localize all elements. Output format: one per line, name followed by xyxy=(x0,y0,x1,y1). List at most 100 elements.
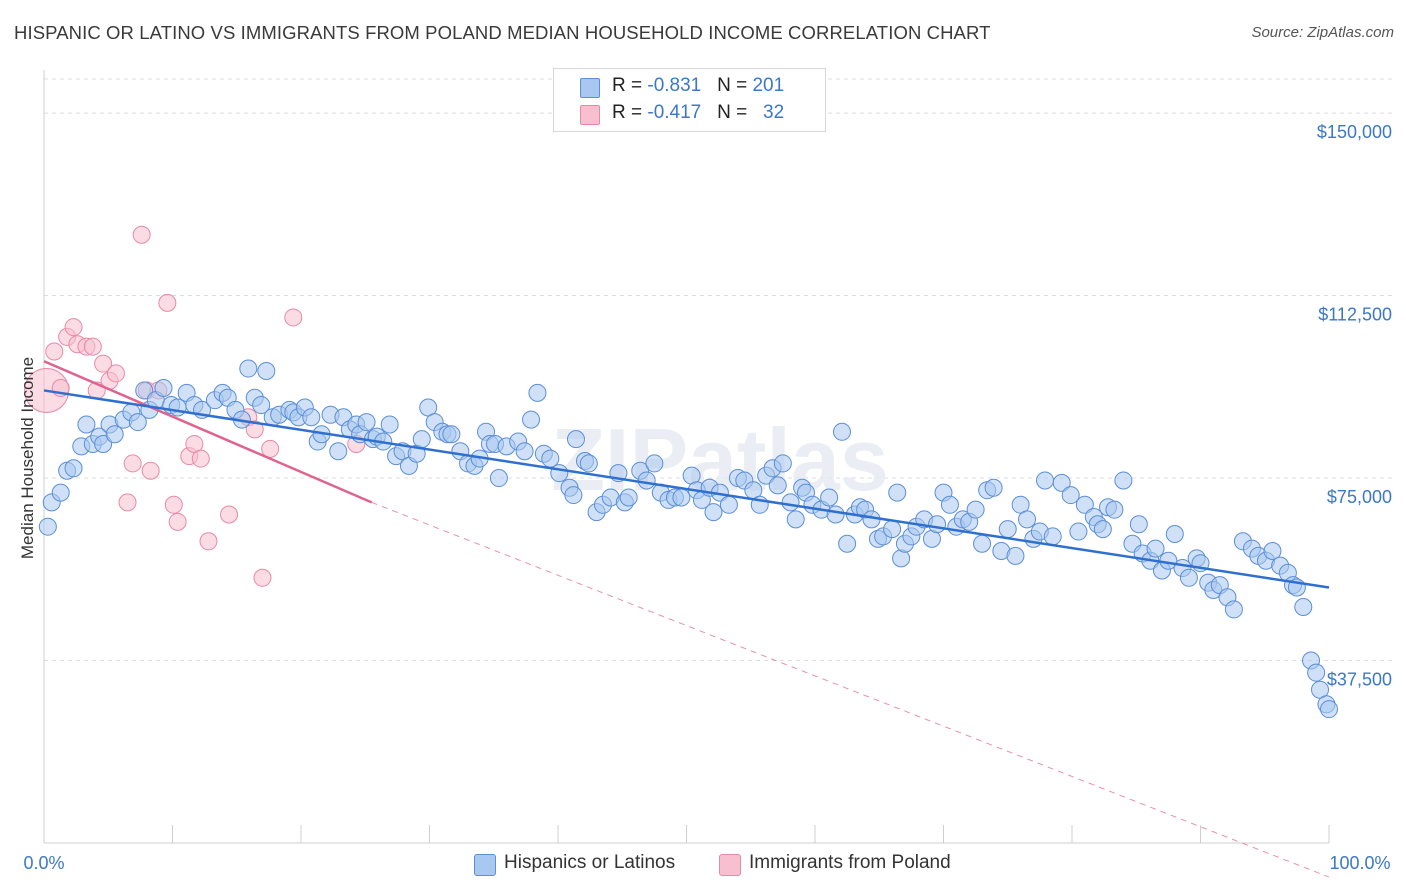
hispanic-point xyxy=(832,422,851,441)
y-tick-label: $150,000 xyxy=(1317,122,1392,142)
hispanic-point xyxy=(51,483,70,502)
hispanic-trend-line xyxy=(43,389,1330,589)
chart-title: HISPANIC OR LATINO VS IMMIGRANTS FROM PO… xyxy=(14,22,991,43)
legend-swatch-blue xyxy=(580,78,600,98)
hispanic-point xyxy=(786,510,805,529)
r-value: -0.417 xyxy=(647,102,702,123)
legend-text-hispanics: R = -0.831 N = 201 xyxy=(612,75,784,97)
poland-point xyxy=(158,293,177,312)
hispanic-point xyxy=(719,495,738,514)
poland-point xyxy=(123,454,142,473)
axes xyxy=(43,70,1330,844)
hispanic-point xyxy=(1263,542,1282,561)
y-tick-label: $112,500 xyxy=(1318,305,1392,325)
hispanic-point xyxy=(357,413,376,432)
hispanic-point xyxy=(1105,500,1124,519)
hispanic-point xyxy=(1224,600,1243,619)
r-value: -0.831 xyxy=(647,75,702,96)
hispanic-point xyxy=(566,430,585,449)
poland-point xyxy=(118,493,137,512)
hispanic-point xyxy=(1320,700,1338,719)
hispanic-point xyxy=(940,495,959,514)
hispanic-point xyxy=(1165,524,1184,543)
hispanic-point xyxy=(1093,520,1112,539)
legend-swatch-pink xyxy=(580,105,600,125)
hispanic-point xyxy=(1069,522,1088,541)
hispanic-point xyxy=(1036,471,1055,490)
hispanic-point xyxy=(128,413,147,432)
r-label: R = xyxy=(612,75,648,96)
hispanic-point xyxy=(1294,597,1313,616)
y-tick-label: $75,000 xyxy=(1327,487,1392,507)
hispanic-point xyxy=(826,505,845,524)
hispanic-point xyxy=(1129,515,1148,534)
poland-point xyxy=(132,225,151,244)
hispanic-point xyxy=(489,469,508,488)
hispanic-point xyxy=(966,500,985,519)
hispanic-point xyxy=(239,359,258,378)
n-value: 32 xyxy=(763,102,785,123)
trend-lines xyxy=(43,360,1330,878)
poland-point xyxy=(220,505,239,524)
hispanic-point xyxy=(1146,539,1165,558)
poland-point xyxy=(83,337,102,356)
source-label: Source: ZipAtlas.com xyxy=(1251,24,1394,41)
hispanic-point xyxy=(1006,546,1025,565)
n-label: N = xyxy=(717,75,753,96)
hispanic-point xyxy=(888,483,907,502)
hispanic-point xyxy=(1061,486,1080,505)
hispanic-point xyxy=(302,408,321,427)
series-hispanics-or-latinos xyxy=(38,359,1338,719)
hispanic-point xyxy=(77,415,96,434)
poland-point xyxy=(245,420,264,439)
hispanic-point xyxy=(773,454,792,473)
hispanic-point xyxy=(515,442,534,461)
hispanic-point xyxy=(838,534,857,553)
hispanic-point xyxy=(1043,527,1062,546)
hispanic-point xyxy=(38,517,57,536)
y-axis-label: Median Household Income xyxy=(18,357,37,559)
hispanic-point xyxy=(781,493,800,512)
hispanic-point xyxy=(579,454,598,473)
hispanic-point xyxy=(541,449,560,468)
hispanic-point xyxy=(135,381,154,400)
tick-labels: $37,500 $75,000 $112,500 $150,000 0.0% 100.0% xyxy=(23,122,1392,873)
hispanic-point xyxy=(672,488,691,507)
hispanic-point xyxy=(105,425,124,444)
hispanic-point xyxy=(984,478,1003,497)
poland-trend-extension xyxy=(371,501,1330,878)
hispanic-point xyxy=(998,520,1017,539)
correlation-legend: R = -0.831 N = 201 R = -0.417 N = 32 xyxy=(553,68,826,132)
hispanic-point xyxy=(168,398,187,417)
hispanic-point xyxy=(329,442,348,461)
n-label: N = xyxy=(717,102,753,123)
y-tick-label: $37,500 xyxy=(1327,670,1392,690)
x-tick-label-max: 100.0% xyxy=(1329,853,1390,873)
poland-point xyxy=(64,318,83,337)
hispanic-point xyxy=(1307,663,1326,682)
hispanic-point xyxy=(94,434,113,453)
hispanic-point xyxy=(564,486,583,505)
legend-text-poland: R = -0.417 N = 32 xyxy=(612,102,784,124)
hispanic-point xyxy=(380,415,399,434)
hispanic-point xyxy=(1179,568,1198,587)
bottom-legend-swatch-pink xyxy=(719,854,741,876)
x-tick-label-min: 0.0% xyxy=(23,853,64,873)
hispanic-point xyxy=(252,396,271,415)
hispanic-point xyxy=(550,464,569,483)
hispanic-point xyxy=(1052,473,1071,492)
poland-point xyxy=(191,449,210,468)
hispanic-point xyxy=(883,520,902,539)
hispanic-point xyxy=(64,459,83,478)
poland-trend-line xyxy=(43,360,373,504)
poland-point xyxy=(141,461,160,480)
poland-point xyxy=(168,512,187,531)
poland-point xyxy=(164,495,183,514)
n-value: 201 xyxy=(752,75,785,96)
hispanic-point xyxy=(412,430,431,449)
hispanic-point xyxy=(1114,471,1133,490)
hispanic-point xyxy=(637,471,656,490)
poland-point xyxy=(253,568,272,587)
hispanic-point xyxy=(1075,495,1094,514)
